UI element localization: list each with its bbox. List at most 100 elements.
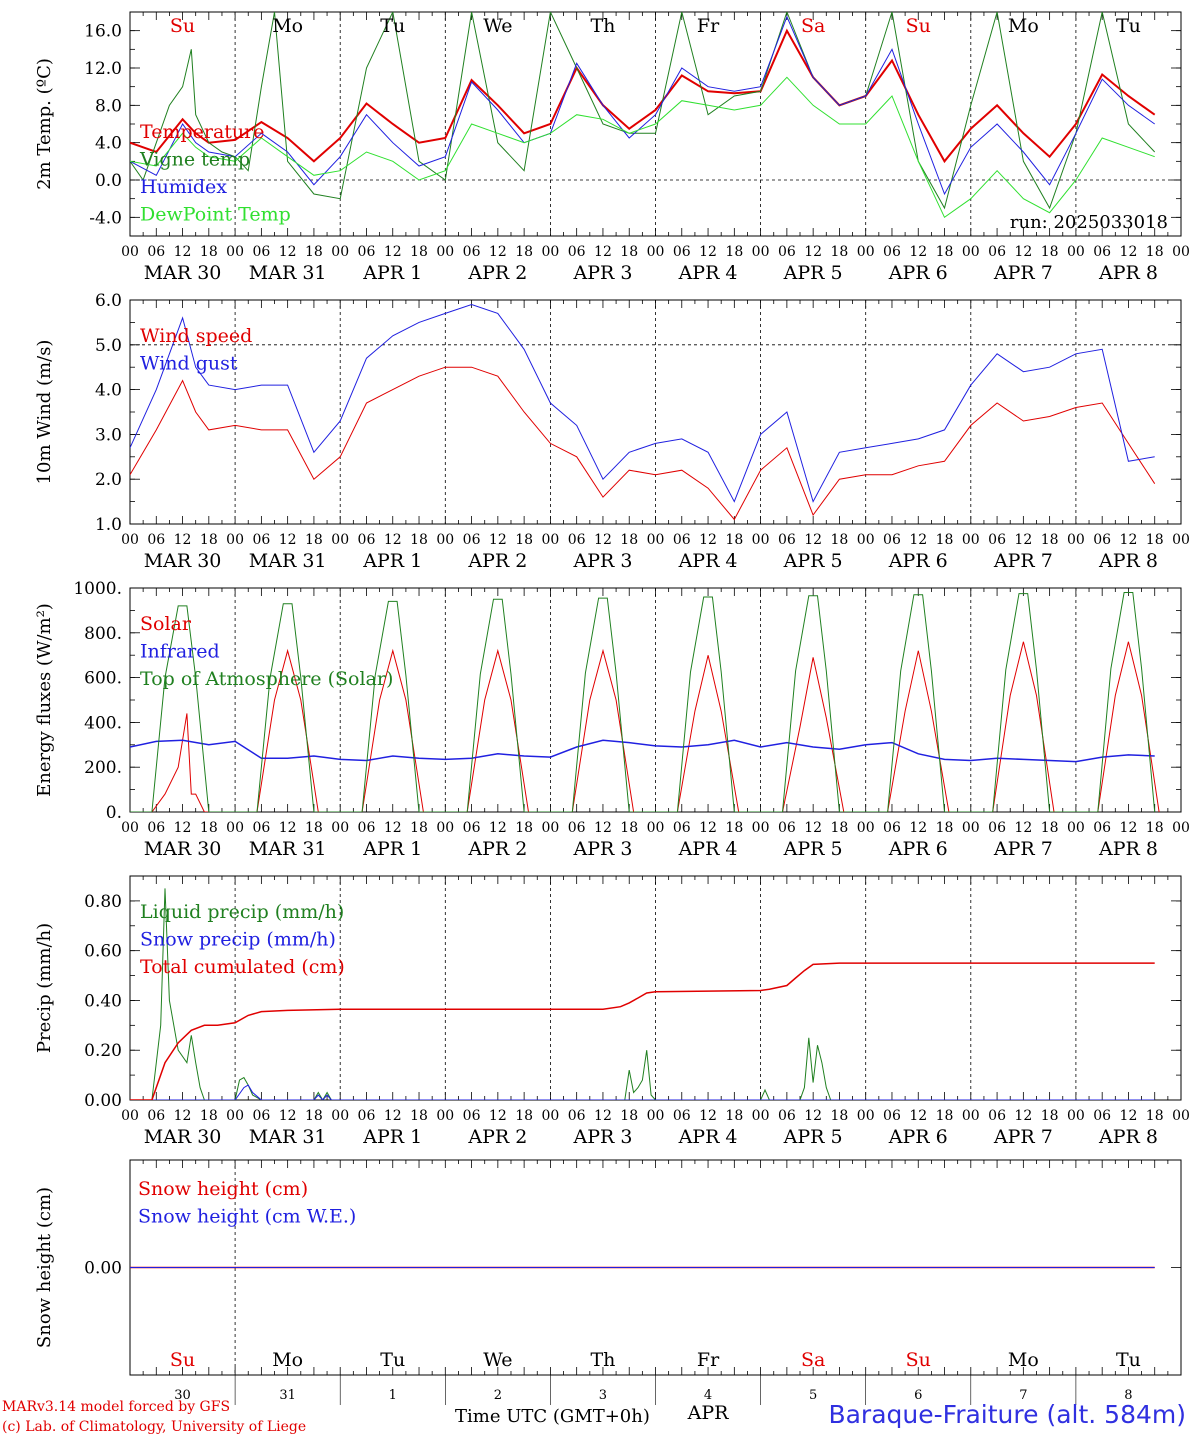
y-tick-label: 0.00 bbox=[84, 1259, 122, 1279]
date-label: APR 3 bbox=[572, 1126, 632, 1148]
hour-tick-label: 06 bbox=[778, 244, 796, 260]
date-label: APR 5 bbox=[783, 838, 843, 860]
hour-tick-label: 06 bbox=[1093, 532, 1111, 548]
hour-tick-label: 12 bbox=[279, 244, 297, 260]
date-label: APR 2 bbox=[467, 262, 527, 284]
hour-tick-label: 12 bbox=[1120, 820, 1138, 836]
date-label: APR 5 bbox=[783, 262, 843, 284]
hour-tick-label: 12 bbox=[384, 820, 402, 836]
series-temperature bbox=[130, 28, 1156, 164]
y-axis-label: Energy fluxes (W/m²) bbox=[34, 603, 55, 797]
hour-tick-label: 18 bbox=[936, 532, 954, 548]
hour-tick-label: 18 bbox=[410, 1108, 428, 1124]
date-label: MAR 31 bbox=[249, 262, 327, 284]
hour-tick-label: 06 bbox=[252, 244, 270, 260]
hour-tick-label: 18 bbox=[515, 820, 533, 836]
hour-tick-label: 00 bbox=[331, 244, 349, 260]
legend-entry: Snow height (cm W.E.) bbox=[138, 1206, 356, 1228]
hour-tick-label: 00 bbox=[121, 1108, 139, 1124]
hour-tick-label: 00 bbox=[647, 1108, 665, 1124]
day-name: Mo bbox=[272, 15, 303, 37]
day-name: Su bbox=[906, 15, 931, 37]
y-axis-label: Snow height (cm) bbox=[34, 1187, 55, 1348]
date-label: MAR 31 bbox=[249, 838, 327, 860]
hour-tick-label: 12 bbox=[384, 1108, 402, 1124]
hour-tick-label: 18 bbox=[620, 532, 638, 548]
hour-tick-label: 00 bbox=[541, 532, 559, 548]
hour-tick-label: 06 bbox=[883, 244, 901, 260]
time-axis-title: Time UTC (GMT+0h) bbox=[455, 1406, 650, 1427]
legend-entry: Snow precip (mm/h) bbox=[140, 929, 336, 951]
day-number: 31 bbox=[279, 1388, 296, 1403]
hour-tick-label: 18 bbox=[620, 244, 638, 260]
day-number: 6 bbox=[914, 1388, 922, 1403]
hour-tick-label: 18 bbox=[515, 1108, 533, 1124]
hour-tick-label: 18 bbox=[725, 244, 743, 260]
hour-tick-label: 00 bbox=[226, 532, 244, 548]
date-label: APR 7 bbox=[993, 1126, 1053, 1148]
y-tick-label: -4.0 bbox=[89, 208, 122, 228]
hour-tick-label: 18 bbox=[305, 1108, 323, 1124]
hour-tick-label: 06 bbox=[463, 244, 481, 260]
hour-tick-label: 18 bbox=[1146, 820, 1164, 836]
hour-tick-label: 12 bbox=[699, 1108, 717, 1124]
hour-tick-label: 00 bbox=[1172, 820, 1190, 836]
hour-tick-label: 06 bbox=[988, 1108, 1006, 1124]
hour-tick-label: 00 bbox=[226, 1108, 244, 1124]
hour-tick-label: 12 bbox=[1120, 244, 1138, 260]
hour-tick-label: 12 bbox=[1120, 532, 1138, 548]
date-label: APR 8 bbox=[1098, 1126, 1158, 1148]
bottom-date-label: APR bbox=[687, 1402, 730, 1424]
day-name: We bbox=[483, 15, 512, 37]
day-number: 4 bbox=[704, 1388, 712, 1403]
y-axis-label: 10m Wind (m/s) bbox=[34, 340, 55, 485]
hour-tick-label: 06 bbox=[673, 1108, 691, 1124]
hour-tick-label: 18 bbox=[936, 1108, 954, 1124]
hour-tick-label: 00 bbox=[436, 1108, 454, 1124]
series-vigne-temp bbox=[130, 12, 1156, 210]
date-label: MAR 31 bbox=[249, 1126, 327, 1148]
hour-tick-label: 00 bbox=[1172, 532, 1190, 548]
hour-tick-label: 00 bbox=[226, 820, 244, 836]
day-name: Su bbox=[170, 15, 195, 37]
y-tick-label: 400. bbox=[84, 713, 122, 733]
hour-tick-label: 18 bbox=[1146, 532, 1164, 548]
hour-tick-label: 00 bbox=[436, 820, 454, 836]
hour-tick-label: 18 bbox=[200, 1108, 218, 1124]
hour-tick-label: 12 bbox=[489, 532, 507, 548]
hour-tick-label: 18 bbox=[1146, 1108, 1164, 1124]
date-label: MAR 30 bbox=[144, 262, 222, 284]
hour-tick-label: 06 bbox=[463, 820, 481, 836]
hour-tick-label: 18 bbox=[1041, 532, 1059, 548]
panel-frame bbox=[129, 587, 1182, 813]
hour-tick-label: 06 bbox=[252, 1108, 270, 1124]
hour-tick-label: 12 bbox=[699, 820, 717, 836]
hour-tick-label: 12 bbox=[699, 244, 717, 260]
hour-tick-label: 12 bbox=[1120, 1108, 1138, 1124]
hour-tick-label: 00 bbox=[1172, 244, 1190, 260]
hour-tick-label: 12 bbox=[174, 820, 192, 836]
hour-tick-label: 12 bbox=[174, 244, 192, 260]
hour-tick-label: 00 bbox=[541, 244, 559, 260]
legend-entry: Top of Atmosphere (Solar) bbox=[140, 668, 393, 690]
day-name: Su bbox=[170, 1349, 195, 1371]
hour-tick-label: 12 bbox=[699, 532, 717, 548]
date-label: APR 4 bbox=[678, 1126, 738, 1148]
hour-tick-label: 12 bbox=[804, 532, 822, 548]
day-name: We bbox=[483, 1349, 512, 1371]
hour-tick-label: 18 bbox=[1041, 1108, 1059, 1124]
date-label: APR 6 bbox=[888, 838, 948, 860]
day-name: Th bbox=[590, 1349, 615, 1371]
day-number: 5 bbox=[809, 1388, 817, 1403]
hour-tick-label: 00 bbox=[857, 820, 875, 836]
hour-tick-label: 06 bbox=[883, 532, 901, 548]
date-label: APR 6 bbox=[888, 262, 948, 284]
hour-tick-label: 06 bbox=[358, 1108, 376, 1124]
hour-tick-label: 12 bbox=[1014, 532, 1032, 548]
date-label: MAR 30 bbox=[144, 550, 222, 572]
legend-entry: Wind speed bbox=[140, 325, 252, 347]
hour-tick-label: 18 bbox=[200, 820, 218, 836]
legend-entry: Infrared bbox=[140, 641, 220, 663]
hour-tick-label: 18 bbox=[515, 244, 533, 260]
